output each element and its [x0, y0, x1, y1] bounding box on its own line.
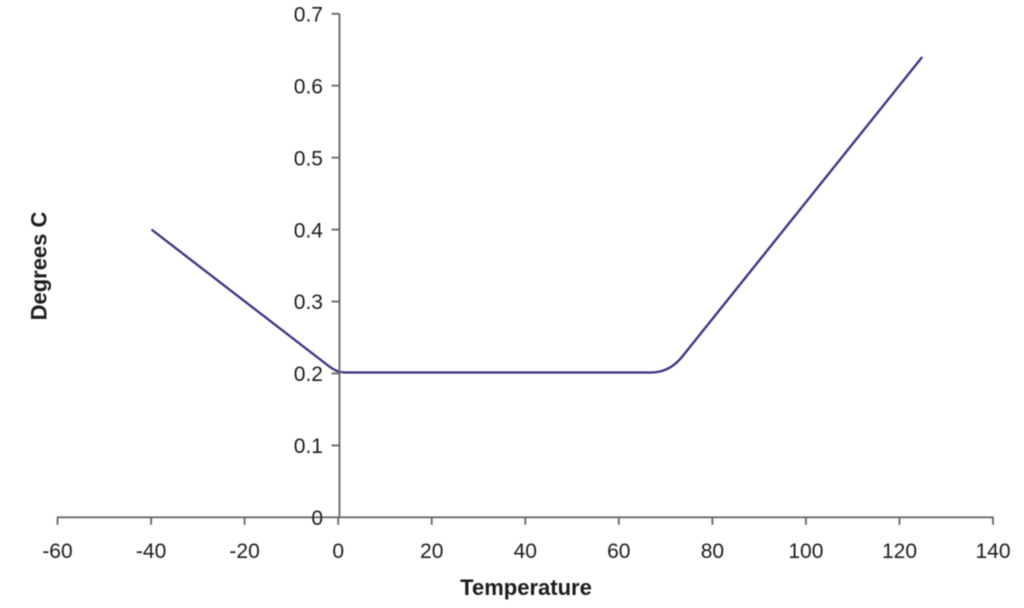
svg-text:0.2: 0.2: [294, 363, 323, 386]
svg-text:Degrees C: Degrees C: [27, 211, 52, 320]
svg-text:80: 80: [701, 540, 724, 563]
svg-text:0.6: 0.6: [294, 75, 323, 98]
svg-text:0: 0: [311, 507, 323, 530]
svg-text:0.7: 0.7: [294, 4, 323, 27]
svg-text:-60: -60: [42, 540, 72, 563]
svg-text:140: 140: [975, 540, 1010, 563]
svg-text:Temperature: Temperature: [460, 575, 592, 600]
svg-text:-40: -40: [136, 540, 166, 563]
svg-text:0.5: 0.5: [294, 147, 323, 170]
svg-text:-20: -20: [229, 540, 259, 563]
svg-text:20: 20: [420, 540, 443, 563]
svg-text:0: 0: [332, 540, 344, 563]
svg-text:40: 40: [514, 540, 537, 563]
svg-text:120: 120: [882, 540, 917, 563]
svg-text:0.3: 0.3: [294, 291, 323, 314]
svg-text:100: 100: [788, 540, 823, 563]
svg-text:0.4: 0.4: [294, 219, 324, 242]
svg-text:60: 60: [607, 540, 630, 563]
svg-text:0.1: 0.1: [294, 435, 323, 458]
